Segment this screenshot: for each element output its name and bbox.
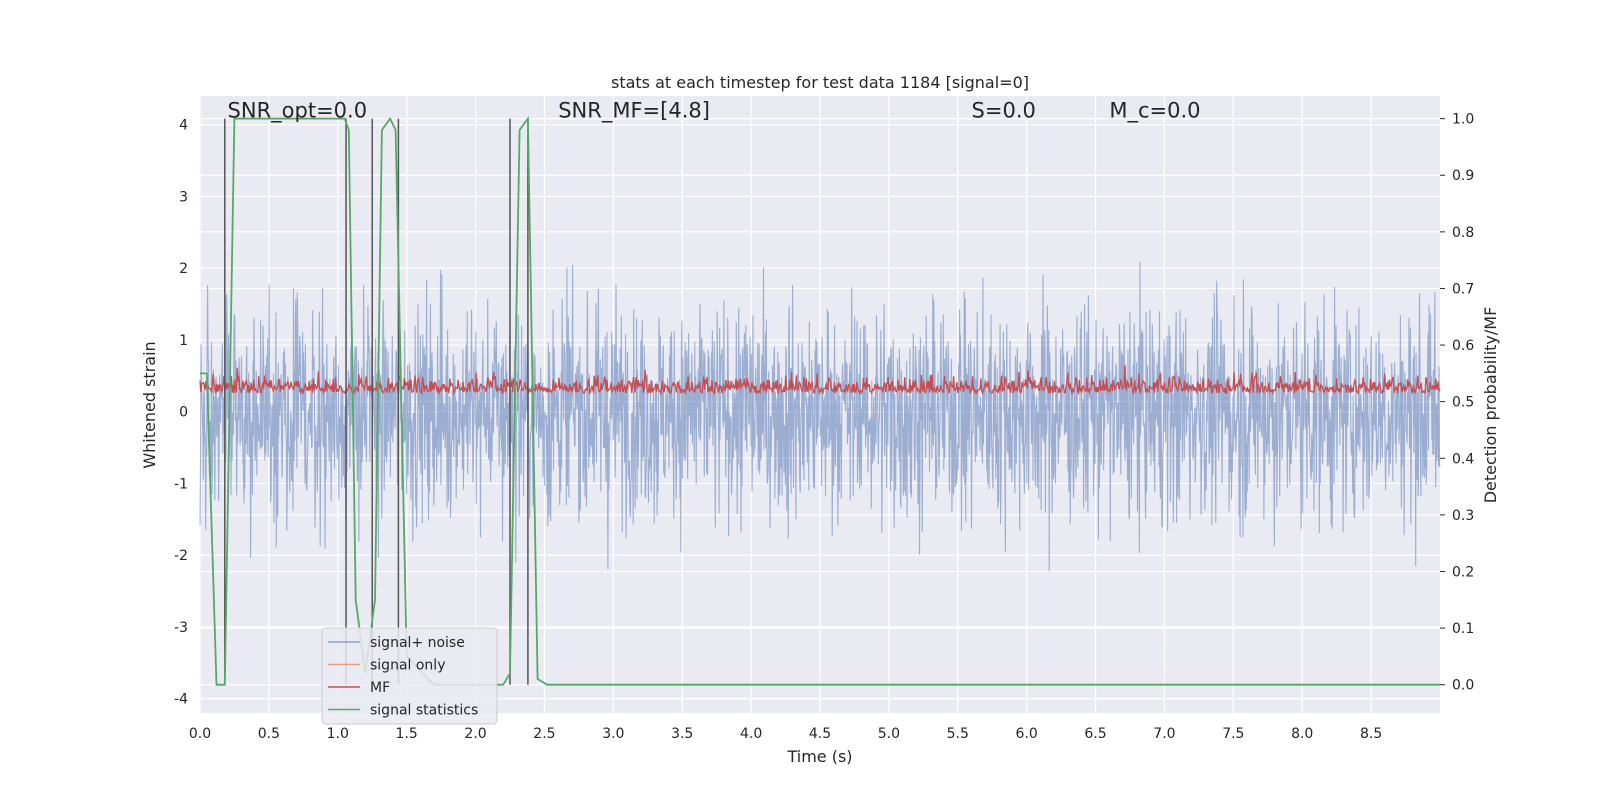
y-left-tick-label: 2 — [179, 261, 188, 277]
y-axis-left-label: Whitened strain — [140, 341, 159, 468]
x-tick-label: 0.5 — [258, 726, 280, 742]
ticks: 0.0 0.5 1.0 1.5 2.0 2.5 3.0 3.5 4.0 4.5 5.0 5.5 6.0 6… — [174, 112, 1474, 742]
legend-label: signal+ noise — [370, 635, 465, 651]
y-right-tick-label: 0.3 — [1452, 508, 1474, 524]
y-left-tick-label: 0 — [179, 405, 188, 421]
signal-statistics-line — [200, 115, 1440, 686]
x-tick-label: 5.5 — [947, 726, 969, 742]
x-tick-label: 3.0 — [602, 726, 624, 742]
y-right-tick-label: 0.0 — [1452, 678, 1474, 694]
x-tick-label: 3.5 — [671, 726, 693, 742]
legend-box — [321, 627, 498, 725]
y-right-tick-label: 1.0 — [1452, 112, 1474, 128]
x-tick-label: 5.0 — [878, 726, 900, 742]
y-left-tick-label: -4 — [174, 692, 188, 708]
signal-noise-line — [199, 261, 1441, 572]
annotation-text: M_c=0.0 — [1109, 99, 1200, 124]
chart-title: stats at each timestep for test data 118… — [611, 73, 1029, 92]
vertical-marker-lines — [224, 118, 529, 685]
y-right-tick-label: 0.6 — [1452, 338, 1474, 354]
x-tick-label: 6.5 — [1084, 726, 1106, 742]
y-right-tick-label: 0.9 — [1452, 168, 1474, 184]
legend: signal+ noise signal only MF signal statist… — [321, 627, 498, 725]
x-tick-label: 7.5 — [1222, 726, 1244, 742]
legend-label: MF — [370, 680, 390, 696]
y-left-tick-label: 1 — [179, 333, 188, 349]
mf-series — [199, 365, 1441, 396]
y-right-tick-label: 0.7 — [1452, 281, 1474, 297]
y-right-tick-label: 0.2 — [1452, 564, 1474, 580]
x-tick-label: 2.5 — [533, 726, 555, 742]
x-tick-label: 1.0 — [327, 726, 349, 742]
signal-noise-series — [199, 261, 1441, 572]
y-right-tick-label: 0.1 — [1452, 621, 1474, 637]
annotations: SNR_opt=0.0 SNR_MF=[4.8] S=0.0 M_c=0.0 — [228, 99, 1201, 124]
y-left-tick-label: 3 — [179, 189, 188, 205]
x-tick-label: 1.5 — [396, 726, 418, 742]
x-tick-label: 8.0 — [1291, 726, 1313, 742]
legend-label: signal only — [370, 658, 445, 674]
annotation-text: SNR_opt=0.0 — [228, 99, 368, 124]
y-left-tick-label: -1 — [174, 476, 188, 492]
x-tick-label: 6.0 — [1016, 726, 1038, 742]
y-right-tick-label: 0.4 — [1452, 451, 1474, 467]
annotation-text: S=0.0 — [972, 99, 1036, 123]
y-left-tick-label: -2 — [174, 548, 188, 564]
x-axis-label: Time (s) — [786, 747, 852, 766]
y-left-tick-label: 4 — [179, 118, 188, 134]
y-axis-right-label: Detection probability/MF — [1481, 307, 1500, 504]
mf-line — [199, 365, 1441, 396]
x-tick-label: 0.0 — [189, 726, 211, 742]
x-tick-label: 8.5 — [1360, 726, 1382, 742]
legend-label: signal statistics — [370, 703, 478, 719]
y-right-tick-label: 0.5 — [1452, 395, 1474, 411]
x-tick-label: 4.0 — [740, 726, 762, 742]
x-tick-label: 4.5 — [809, 726, 831, 742]
y-right-tick-label: 0.8 — [1452, 225, 1474, 241]
x-tick-label: 7.0 — [1153, 726, 1175, 742]
annotation-text: SNR_MF=[4.8] — [558, 99, 710, 124]
y-left-tick-label: -3 — [174, 620, 188, 636]
signal-statistics-series — [200, 115, 1440, 686]
x-tick-label: 2.0 — [464, 726, 486, 742]
